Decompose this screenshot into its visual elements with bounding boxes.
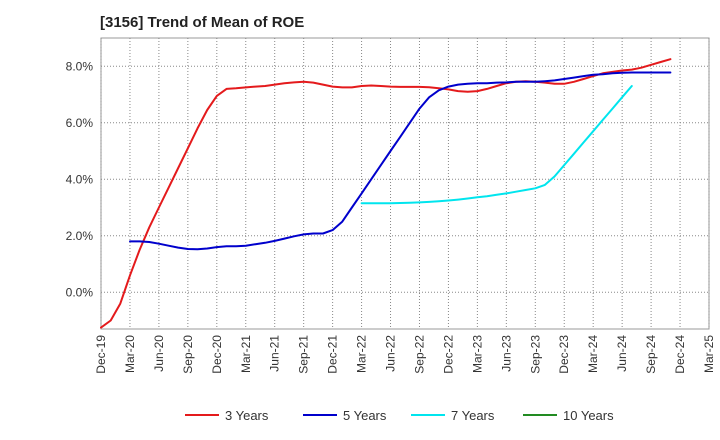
- x-tick-label: Jun-24: [615, 335, 629, 372]
- y-tick-label: 8.0%: [66, 59, 94, 73]
- x-tick-label: Dec-23: [557, 335, 571, 374]
- series-line-5-years: [129, 71, 672, 251]
- x-tick-label: Sep-22: [412, 335, 426, 374]
- legend-label-3-years: 3 Years: [225, 408, 269, 423]
- x-tick-label: Sep-21: [297, 335, 311, 374]
- series-line-3-years: [100, 58, 672, 329]
- chart-title: [3156] Trend of Mean of ROE: [100, 14, 305, 31]
- axis-layer: 0.0% 2.0% 4.0% 6.0% 8.0% Dec-19 Mar-20 Jun-20 Se…: [66, 59, 716, 373]
- y-tick-label: 4.0%: [66, 172, 94, 186]
- x-tick-label: Sep-24: [644, 335, 658, 374]
- y-tick-label: 0.0%: [66, 285, 94, 299]
- x-tick-label: Dec-22: [441, 335, 455, 374]
- x-tick-label: Jun-20: [152, 335, 166, 372]
- x-tick-label: Dec-20: [210, 335, 224, 374]
- x-tick-label: Mar-21: [239, 335, 253, 373]
- x-tick-label: Sep-23: [528, 335, 542, 374]
- legend-label-7-years: 7 Years: [451, 408, 495, 423]
- x-tick-label: Jun-22: [384, 335, 398, 372]
- x-tick-label: Sep-20: [181, 335, 195, 374]
- x-tick-label: Mar-22: [355, 335, 369, 373]
- series-line-7-years: [360, 85, 633, 205]
- x-tick-label: Dec-21: [326, 335, 340, 374]
- legend-label-5-years: 5 Years: [343, 408, 387, 423]
- x-tick-label: Mar-25: [702, 335, 716, 373]
- x-tick-label: Mar-23: [470, 335, 484, 373]
- x-tick-label: Jun-23: [499, 335, 513, 372]
- x-tick-label: Mar-24: [586, 335, 600, 373]
- x-tick-label: Dec-24: [673, 335, 687, 374]
- legend: 3 Years 5 Years 7 Years 10 Years: [185, 408, 614, 423]
- plot-frame: [100, 37, 710, 330]
- y-tick-label: 6.0%: [66, 116, 94, 130]
- x-tick-label: Mar-20: [123, 335, 137, 373]
- legend-label-10-years: 10 Years: [563, 408, 614, 423]
- series-layer: [100, 58, 672, 329]
- y-tick-label: 2.0%: [66, 229, 94, 243]
- x-tick-label: Dec-19: [94, 335, 108, 374]
- x-tick-label: Jun-21: [268, 335, 282, 372]
